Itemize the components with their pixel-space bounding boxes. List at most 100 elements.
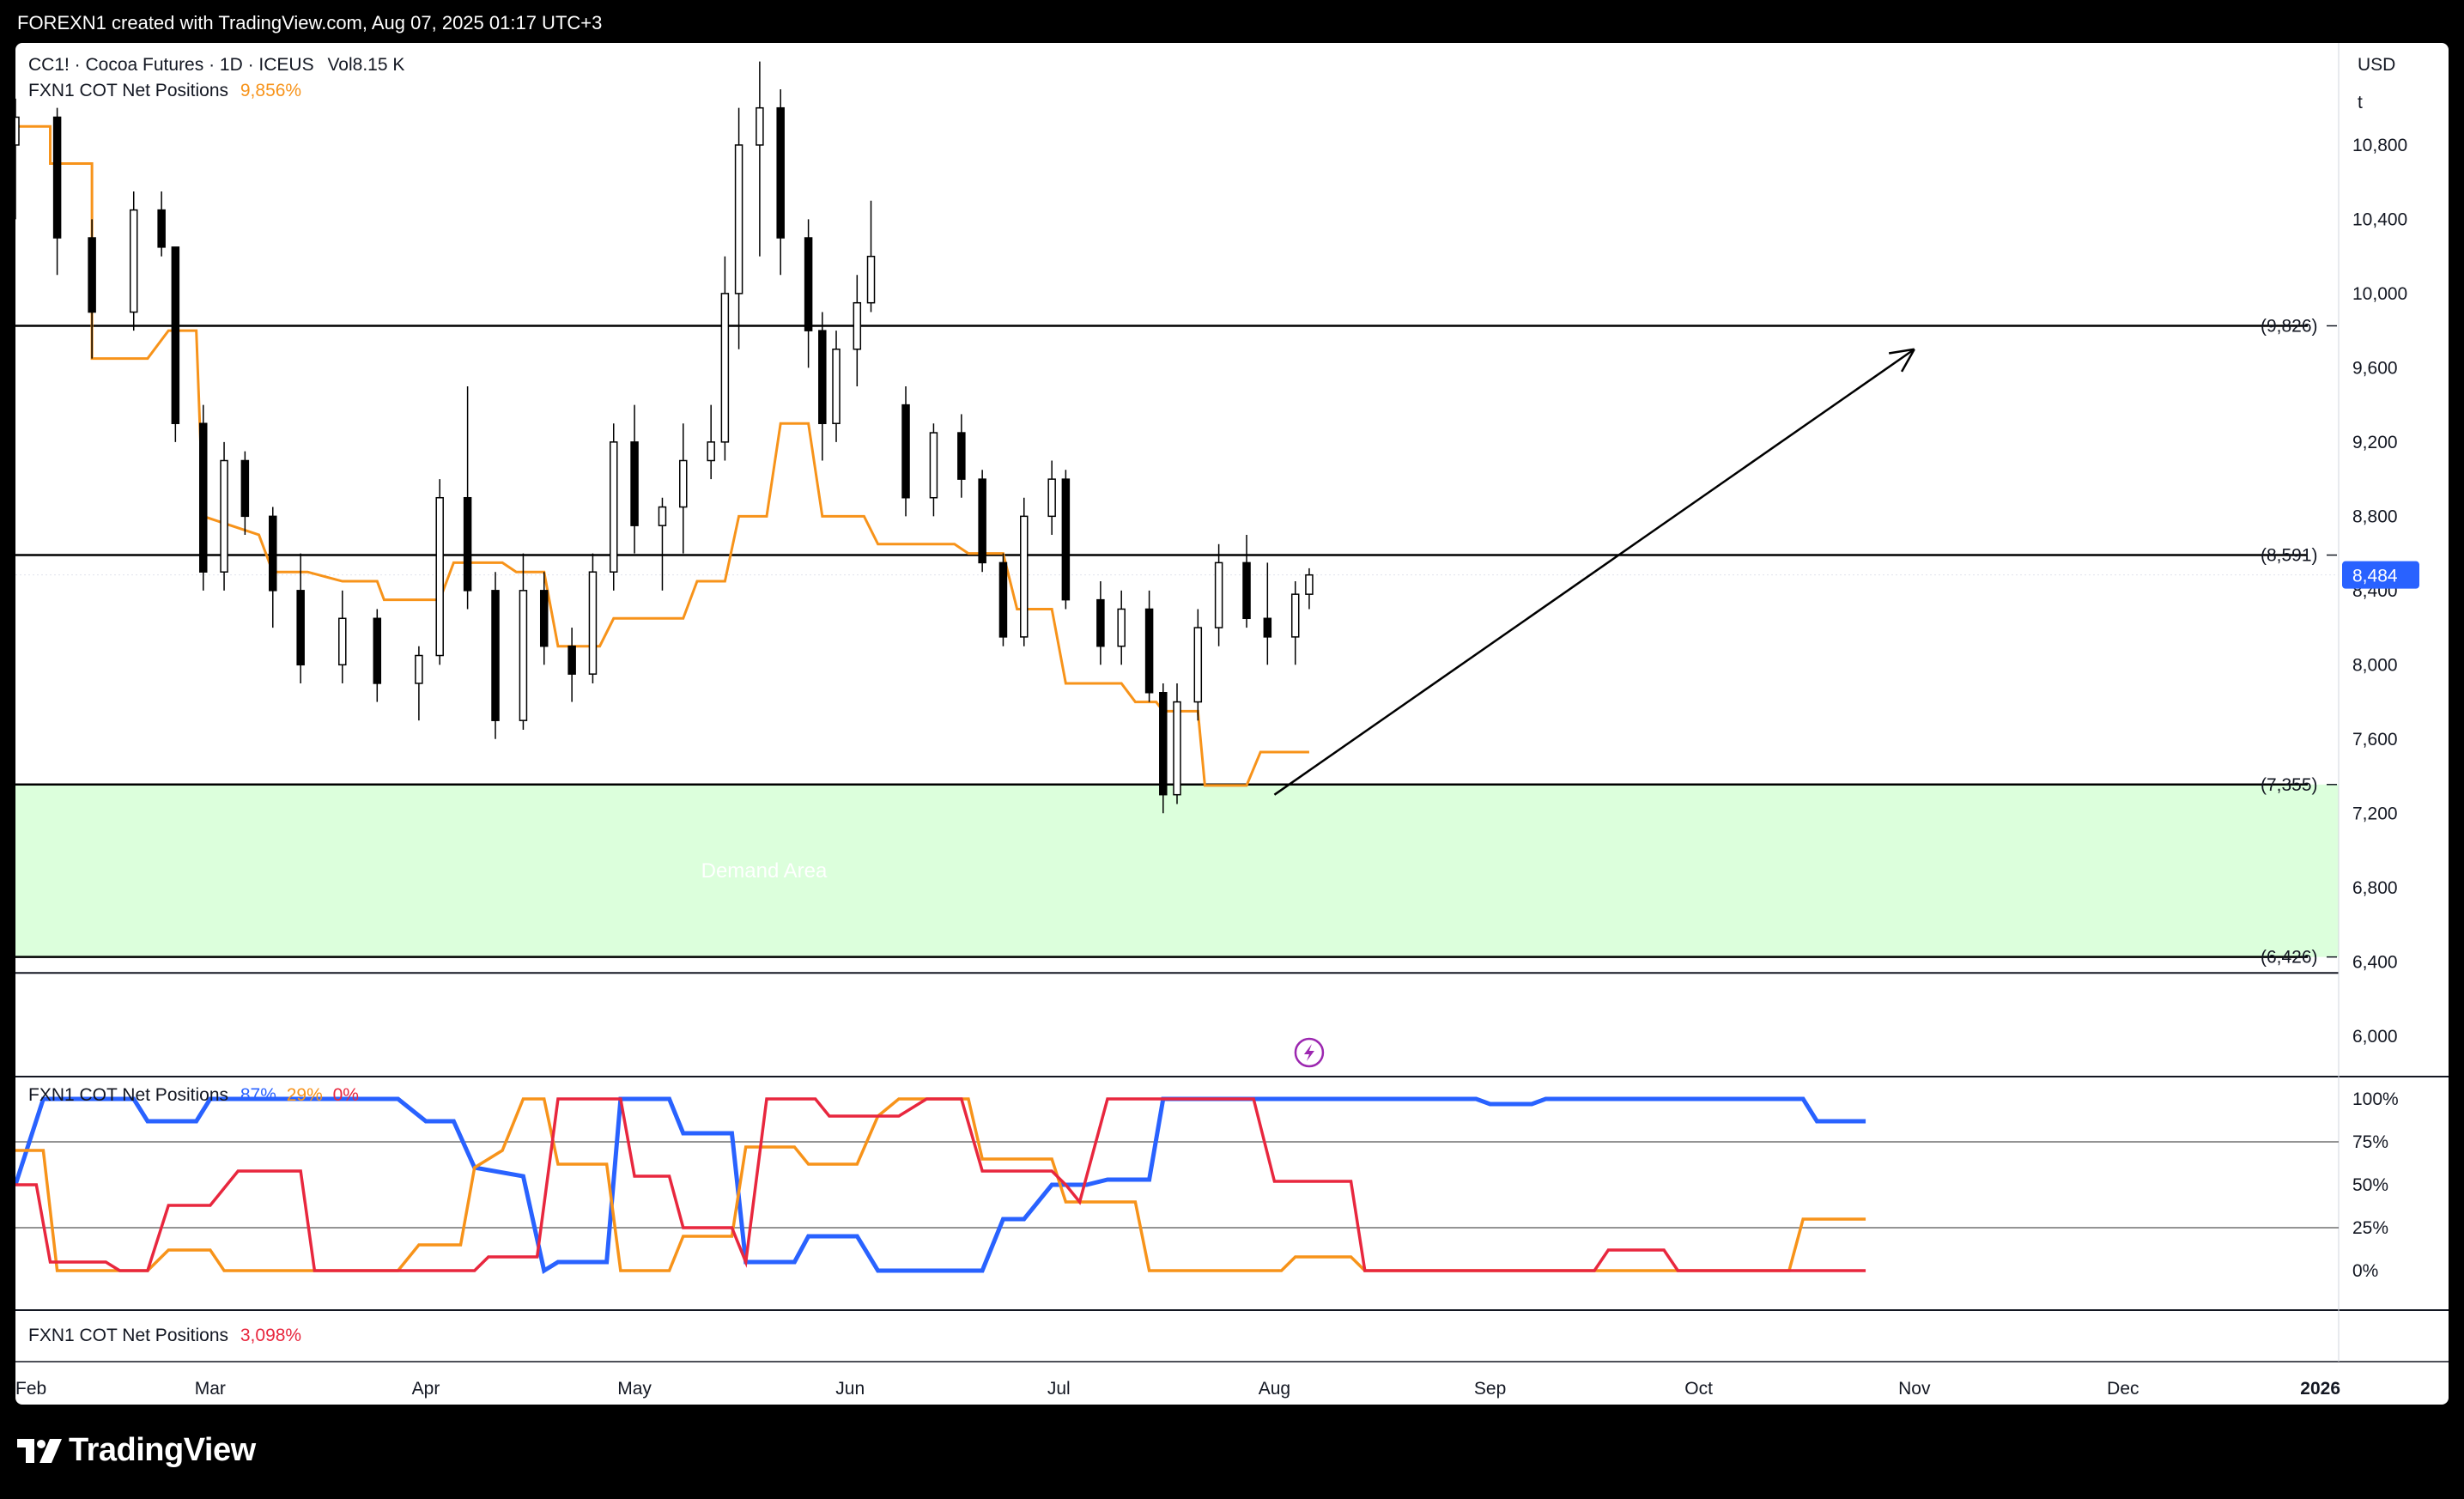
level-label: (8,591) (2261, 546, 2318, 566)
candle-body (15, 116, 20, 146)
cot-legend[interactable]: FXN1 COT Net Positions 9,856% (28, 81, 301, 101)
lightning-icon[interactable] (1294, 1037, 1325, 1068)
time-tick: Feb (15, 1379, 46, 1399)
lower-cot-value-red: 0% (332, 1085, 359, 1105)
candle-body (52, 116, 62, 239)
candle-body (1117, 608, 1126, 647)
symbol-legend[interactable]: CC1! · Cocoa Futures · 1D · ICEUS Vol8.1… (28, 55, 404, 76)
arrow-head (1888, 348, 1915, 355)
cot-overlay-line (15, 124, 1309, 787)
candle-body (88, 237, 96, 313)
time-tick: Nov (1898, 1379, 1931, 1399)
pct-tick: 50% (2352, 1175, 2388, 1195)
bottom-cot-legend[interactable]: FXN1 COT Net Positions 3,098% (28, 1326, 301, 1346)
lightning-icon-bolt (1303, 1044, 1314, 1061)
candlesticks (15, 61, 1314, 814)
price-tick: 10,000 (2352, 284, 2407, 304)
candle-body (720, 293, 730, 443)
time-tick: Jun (835, 1379, 865, 1399)
tradingview-logo-icon (17, 1439, 62, 1463)
cot-lower-pane (15, 1096, 1866, 1274)
time-tick: Jul (1047, 1379, 1071, 1399)
candle-body (707, 441, 715, 462)
price-tick: 8,800 (2352, 507, 2398, 526)
time-tick: Sep (1474, 1379, 1506, 1399)
time-tick: Apr (412, 1379, 440, 1399)
currency-label: USD (2358, 55, 2396, 75)
price-tick: 8,000 (2352, 655, 2398, 675)
demand-zone-label: Demand Area (701, 859, 828, 883)
candle-body (1047, 478, 1056, 518)
time-tick: Aug (1259, 1379, 1290, 1399)
vol-label: Vol (327, 55, 353, 75)
candle-body (1242, 561, 1251, 620)
cot-lower-line-0 (15, 1096, 1866, 1274)
candle-body (240, 459, 250, 518)
price-tick: 6,400 (2352, 952, 2398, 972)
cot-legend-value: 9,856% (240, 81, 302, 100)
candle-body (338, 617, 347, 666)
price-tick: 10,400 (2352, 209, 2407, 229)
time-tick: 2026 (2300, 1379, 2340, 1399)
candle-body (853, 301, 862, 350)
candle-body (957, 432, 966, 480)
candle-body (269, 515, 277, 592)
current-price-badge (2342, 561, 2419, 589)
price-tick: 6,000 (2352, 1027, 2398, 1047)
candle-body (171, 246, 180, 424)
candle-body (373, 617, 382, 684)
candle-body (866, 255, 876, 304)
candle-body (1214, 561, 1223, 628)
candle-body (1305, 574, 1314, 595)
created-with-caption: FOREXN1 created with TradingView.com, Au… (17, 12, 603, 33)
time-tick: May (617, 1379, 652, 1399)
price-tick: 9,600 (2352, 358, 2398, 378)
candle-body (1193, 627, 1203, 703)
candle-body (776, 106, 785, 239)
price-tick: 6,800 (2352, 878, 2398, 898)
lower-cot-value-orange: 29% (286, 1085, 323, 1105)
price-chart-canvas[interactable]: Demand Area (9,826) (8,591) (7,355) (6,426)… (15, 43, 2449, 1405)
price-tick: 10,800 (2352, 136, 2407, 155)
candle-body (463, 496, 472, 592)
unit-label: t (2358, 93, 2363, 112)
candle-body (296, 590, 305, 666)
pct-tick: 25% (2352, 1218, 2388, 1238)
symbol-title: CC1! · Cocoa Futures · 1D · ICEUS (28, 55, 314, 75)
candle-body (832, 349, 841, 424)
candle-body (1144, 608, 1154, 694)
candle-body (519, 590, 528, 721)
tradingview-logo-text: TradingView (69, 1432, 256, 1468)
candle-body (1290, 593, 1300, 638)
candle-body (539, 590, 549, 647)
candle-body (679, 459, 688, 508)
cot-lower-line-1 (15, 1097, 1866, 1272)
candle-body (929, 432, 938, 499)
chart-panel[interactable]: Demand Area (9,826) (8,591) (7,355) (6,426)… (15, 43, 2449, 1405)
demand-zone-rect (15, 784, 2339, 957)
cot-overlay-polyline (15, 124, 1309, 787)
candle-body (491, 590, 500, 721)
candle-body (220, 459, 228, 573)
demand-zone: Demand Area (15, 784, 2339, 957)
candle-body (978, 478, 986, 564)
lower-cot-legend[interactable]: FXN1 COT Net Positions 87% 29% 0% (28, 1085, 359, 1106)
trend-arrow[interactable] (1273, 348, 1915, 796)
price-tick: 7,600 (2352, 730, 2398, 750)
bottom-cot-value: 3,098% (240, 1326, 302, 1345)
pct-tick: 0% (2352, 1261, 2378, 1281)
cot-legend-label: FXN1 COT Net Positions (28, 81, 229, 100)
candle-body (734, 144, 743, 294)
arrow-head (1900, 349, 1915, 373)
candle-body (157, 209, 166, 248)
pct-tick: 100% (2352, 1089, 2399, 1109)
candle-body (1061, 478, 1071, 601)
candle-body (1096, 598, 1105, 647)
lower-cot-value-blue: 87% (240, 1085, 276, 1105)
time-tick: Oct (1684, 1379, 1713, 1399)
candle-body (901, 404, 910, 499)
candle-body (1263, 617, 1272, 638)
grid-lines (15, 43, 2449, 1362)
candle-body (998, 561, 1008, 638)
cot-lower-line-2 (15, 1097, 1866, 1272)
